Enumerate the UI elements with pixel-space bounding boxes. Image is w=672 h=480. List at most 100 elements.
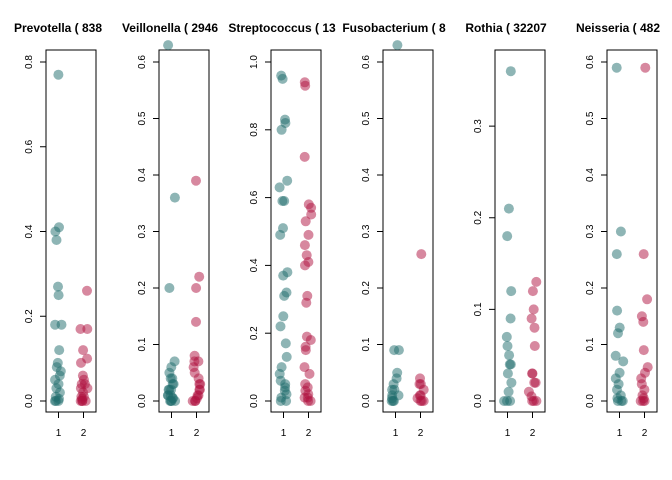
data-point-group-1 (613, 328, 623, 339)
x-tick-label: 1 (393, 428, 399, 439)
y-tick-label: 0.6 (249, 190, 260, 204)
data-point-group-1 (276, 124, 287, 135)
data-point-group-2 (416, 249, 427, 260)
x-tick-label: 1 (281, 428, 287, 439)
data-point-group-1 (506, 286, 517, 297)
data-point-group-2 (191, 283, 202, 293)
data-point-group-2 (638, 316, 649, 327)
data-point-group-2 (300, 260, 310, 271)
data-point-group-1 (169, 192, 180, 203)
y-tick-label: 0.3 (473, 119, 484, 133)
data-point-group-2 (529, 322, 540, 333)
y-tick-label: 0.4 (249, 258, 260, 272)
data-point-group-1 (282, 175, 293, 186)
y-tick-label: 0.0 (137, 394, 148, 408)
y-tick-label: 0.0 (24, 394, 35, 408)
x-tick-label: 1 (169, 428, 175, 439)
y-tick-label: 0.2 (137, 281, 148, 295)
y-tick-label: 0.5 (585, 111, 596, 125)
y-tick-label: 1.0 (249, 55, 260, 69)
data-point-group-1 (281, 351, 292, 362)
x-tick-label: 2 (306, 428, 312, 439)
data-point-group-1 (386, 396, 397, 406)
data-point-group-2 (642, 294, 653, 305)
y-tick-label: 0.6 (361, 55, 372, 69)
data-point-group-2 (640, 62, 651, 73)
data-point-group-2 (301, 297, 312, 308)
y-tick-label: 0.2 (24, 309, 35, 323)
data-point-group-1 (53, 281, 63, 292)
y-tick-label: 0.2 (361, 281, 372, 295)
panel-4: Fusobacterium ( 8 0.0 0.1 0.2 0.3 0.4 0.5 0.6 1 2 (342, 21, 446, 439)
y-tick-label: 0.1 (585, 337, 596, 351)
plot-frame (270, 49, 322, 413)
x-tick-label: 2 (642, 428, 648, 439)
panel-title: Streptococcus ( 13 (228, 21, 336, 35)
y-tick-label: 0.0 (585, 394, 596, 408)
y-tick-label: 0.1 (473, 302, 484, 316)
data-point-group-2 (82, 285, 92, 296)
data-point-group-1 (51, 235, 62, 245)
data-point-group-1 (277, 73, 288, 84)
data-point-group-2 (78, 345, 89, 356)
y-tick-label: 0.0 (473, 394, 484, 408)
data-point-group-1 (393, 345, 404, 356)
data-point-group-2 (527, 286, 538, 297)
y-tick-label: 0.5 (361, 111, 372, 125)
y-tick-label: 0.2 (473, 210, 484, 224)
data-point-group-1 (499, 396, 510, 406)
data-point-group-2 (529, 341, 540, 351)
data-point-group-1 (504, 350, 515, 361)
x-tick-label: 1 (617, 428, 623, 439)
data-point-group-1 (275, 396, 286, 406)
y-tick-label: 0.8 (24, 55, 35, 69)
data-point-group-2 (75, 324, 86, 334)
data-point-group-1 (53, 69, 64, 80)
y-tick-label: 0.1 (137, 337, 148, 351)
data-point-group-2 (77, 396, 88, 406)
y-tick-label: 0.5 (137, 111, 148, 125)
data-point-group-1 (618, 356, 629, 367)
data-point-group-2 (299, 240, 310, 251)
data-point-group-2 (526, 313, 537, 324)
panel-6: Neisseria ( 482 0.0 0.1 0.2 0.3 0.4 0.5 0.6 1 2 (576, 21, 660, 439)
data-point-group-1 (50, 226, 61, 237)
data-point-group-1 (506, 377, 517, 388)
data-point-group-2 (306, 209, 317, 220)
data-point-group-1 (280, 338, 291, 349)
y-tick-label: 0.0 (361, 394, 372, 408)
data-point-group-2 (635, 396, 646, 406)
data-point-group-1 (163, 40, 174, 51)
data-point-group-1 (392, 40, 403, 51)
data-point-group-1 (279, 196, 290, 206)
y-tick-label: 0.3 (137, 224, 148, 238)
data-point-group-1 (503, 386, 514, 397)
data-point-group-2 (191, 316, 201, 327)
data-point-group-1 (610, 350, 621, 361)
data-point-group-1 (54, 345, 65, 356)
data-point-group-1 (278, 311, 289, 322)
data-point-group-1 (164, 283, 175, 293)
y-tick-label: 0.3 (585, 224, 596, 238)
y-tick-label: 0.4 (361, 168, 372, 182)
data-point-group-1 (615, 226, 626, 237)
y-tick-label: 0.3 (361, 224, 372, 238)
data-point-group-2 (638, 249, 649, 260)
y-tick-label: 0.1 (361, 337, 372, 351)
data-point-group-2 (303, 229, 314, 240)
x-tick-label: 2 (418, 428, 424, 439)
data-point-group-1 (274, 182, 285, 193)
x-tick-label: 2 (530, 428, 536, 439)
data-point-group-2 (300, 80, 311, 91)
x-tick-label: 2 (194, 428, 200, 439)
data-point-group-1 (505, 66, 516, 77)
panel-title: Veillonella ( 2946 (122, 21, 218, 35)
panel-title: Neisseria ( 482 (576, 21, 660, 35)
data-point-group-1 (502, 368, 513, 379)
data-point-group-1 (502, 341, 513, 351)
panel-2: Veillonella ( 2946 0.0 0.1 0.2 0.3 0.4 0.5 0.6 1… (122, 21, 218, 439)
data-point-group-1 (502, 231, 513, 242)
y-tick-label: 0.2 (585, 281, 596, 295)
data-point-group-2 (531, 276, 542, 287)
data-point-group-2 (300, 216, 311, 227)
